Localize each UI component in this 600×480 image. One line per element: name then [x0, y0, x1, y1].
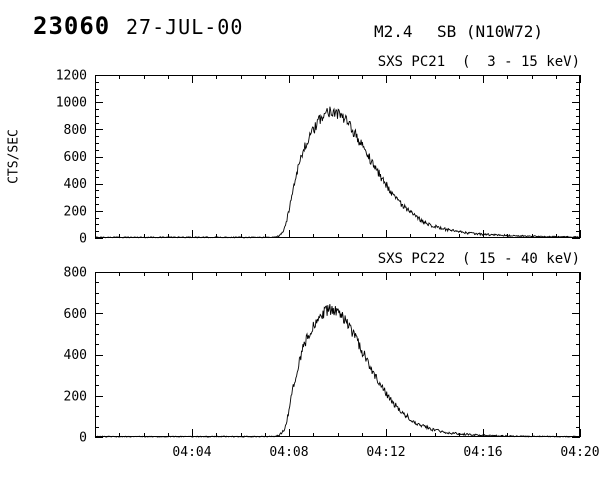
- event-date: 27-JUL-00: [126, 15, 244, 39]
- y-tick-label: 800: [64, 123, 87, 138]
- y-tick-label: 1000: [56, 96, 87, 111]
- x-tick-label: 04:04: [172, 445, 211, 460]
- y-tick-label: 600: [64, 307, 87, 322]
- x-tick-label: 04:16: [463, 445, 502, 460]
- y-tick-label: 400: [64, 177, 87, 192]
- y-tick-label: 1200: [56, 69, 87, 84]
- y-tick-label: 200: [64, 389, 87, 404]
- y-tick-label: 0: [79, 431, 87, 446]
- axes-box: [95, 75, 580, 238]
- y-tick-label: 200: [64, 204, 87, 219]
- y-tick-label: 600: [64, 150, 87, 165]
- axes-box: [95, 272, 580, 437]
- y-tick-label: 400: [64, 348, 87, 363]
- panel-2-title: SXS PC22 ( 15 - 40 keV): [377, 251, 580, 267]
- flare-location: SB (N10W72): [437, 22, 543, 41]
- event-id: 23060: [33, 12, 111, 40]
- panel-1-title: SXS PC21 ( 3 - 15 keV): [377, 54, 580, 70]
- y-tick-label: 0: [79, 232, 87, 247]
- panel-2: 0 200 400 600 800 04:04 04:08 04:12 04:16 04:20: [64, 266, 600, 461]
- y-tick-label: 800: [64, 266, 87, 281]
- x-tick-label: 04:08: [269, 445, 308, 460]
- x-tick-label: 04:20: [560, 445, 599, 460]
- lightcurve-trace: [95, 106, 581, 239]
- x-tick-label: 04:12: [366, 445, 405, 460]
- goes-class: M2.4: [374, 22, 413, 41]
- lightcurve-trace: [94, 304, 581, 438]
- panel-1: 0 200 400 600 800 1000 1200: [56, 69, 581, 247]
